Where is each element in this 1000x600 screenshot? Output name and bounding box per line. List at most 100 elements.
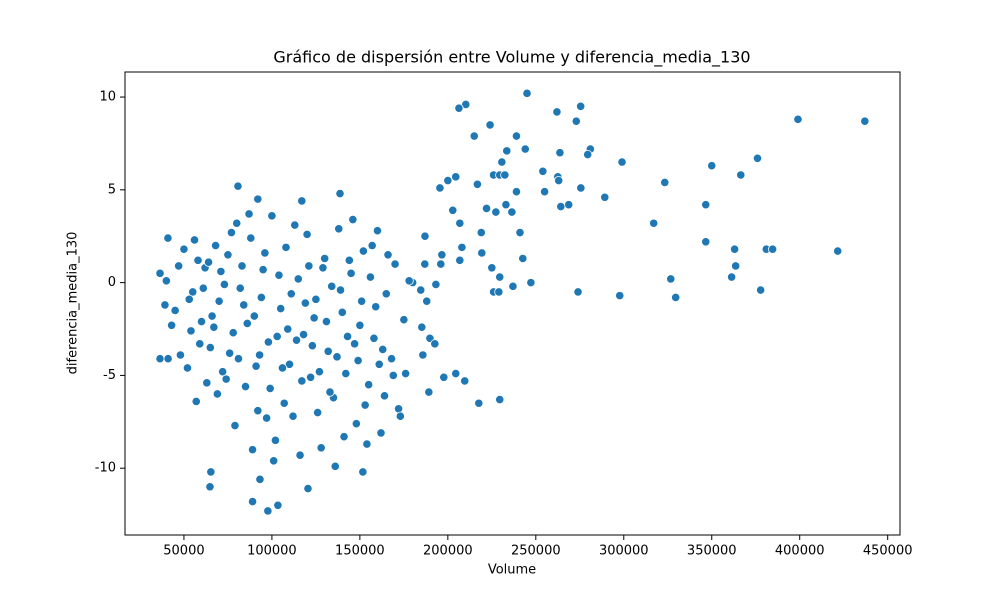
point: [260, 248, 270, 258]
point: [155, 268, 165, 278]
point: [232, 218, 242, 228]
point: [240, 381, 251, 392]
point: [701, 237, 711, 247]
point: [325, 387, 335, 397]
x-tick-label: 100000: [247, 544, 297, 559]
point: [313, 407, 323, 418]
point: [291, 335, 302, 345]
point: [416, 285, 426, 295]
point: [274, 270, 284, 280]
point: [431, 279, 441, 290]
point: [357, 296, 367, 306]
x-tick-label: 250000: [511, 544, 561, 559]
point: [311, 294, 321, 304]
chart-title: Gráfico de dispersión entre Volume y dif…: [273, 48, 750, 68]
y-tick-label: 10: [99, 90, 116, 105]
point: [223, 250, 233, 260]
point: [267, 211, 277, 221]
point: [474, 398, 484, 408]
y-tick-label: 0: [108, 275, 116, 290]
x-tick-label: 350000: [687, 544, 737, 559]
point: [564, 200, 574, 210]
point: [295, 450, 305, 460]
point: [249, 311, 259, 321]
point: [417, 322, 427, 332]
point: [540, 187, 550, 197]
point: [457, 242, 467, 252]
point: [163, 354, 173, 364]
point: [174, 261, 184, 271]
point: [554, 175, 564, 186]
point: [230, 420, 240, 431]
point: [731, 261, 741, 271]
point: [372, 226, 383, 236]
point: [460, 376, 470, 386]
point: [316, 443, 326, 453]
point: [360, 400, 370, 410]
point: [339, 432, 349, 442]
point: [302, 229, 312, 239]
point: [351, 419, 361, 429]
point: [435, 183, 445, 193]
point: [430, 339, 440, 349]
y-tick-label: 5: [108, 182, 116, 197]
point: [583, 149, 593, 160]
point: [255, 474, 265, 484]
point: [212, 389, 222, 399]
point: [388, 370, 398, 381]
point: [283, 324, 293, 334]
point: [276, 304, 286, 314]
point: [239, 300, 249, 310]
point: [207, 311, 217, 321]
plot-frame: [124, 71, 901, 536]
x-tick-label: 450000: [863, 544, 913, 559]
point: [424, 387, 434, 397]
point: [378, 344, 388, 355]
point: [555, 148, 565, 158]
point: [211, 240, 221, 251]
point: [615, 291, 625, 301]
point: [476, 227, 486, 238]
point: [330, 461, 340, 471]
point: [362, 439, 372, 449]
point: [273, 500, 283, 510]
point: [300, 298, 310, 308]
point: [284, 359, 295, 369]
point: [367, 240, 377, 251]
point: [390, 259, 400, 269]
x-axis-label: Volume: [488, 563, 536, 578]
point: [161, 276, 171, 286]
point: [247, 496, 258, 507]
point: [270, 435, 281, 445]
point: [422, 296, 432, 306]
point: [386, 354, 397, 364]
point: [214, 296, 224, 306]
point: [353, 355, 363, 366]
point: [371, 302, 381, 312]
point: [297, 196, 307, 206]
point: [437, 250, 447, 260]
point: [727, 272, 737, 282]
y-tick-label: -5: [103, 368, 116, 383]
point: [314, 367, 325, 377]
point: [304, 261, 314, 271]
point: [495, 272, 505, 282]
point: [420, 231, 430, 241]
point: [258, 265, 268, 275]
point: [335, 188, 345, 199]
y-tick-label: -10: [95, 461, 116, 476]
point: [263, 337, 273, 347]
point: [401, 368, 411, 379]
point: [369, 333, 379, 343]
point: [502, 146, 512, 156]
point: [455, 255, 465, 265]
point: [262, 413, 272, 423]
point: [518, 253, 528, 264]
point: [600, 192, 610, 202]
point: [349, 339, 360, 349]
point: [860, 116, 870, 126]
point: [707, 161, 717, 171]
point: [494, 287, 504, 297]
point: [451, 368, 461, 379]
